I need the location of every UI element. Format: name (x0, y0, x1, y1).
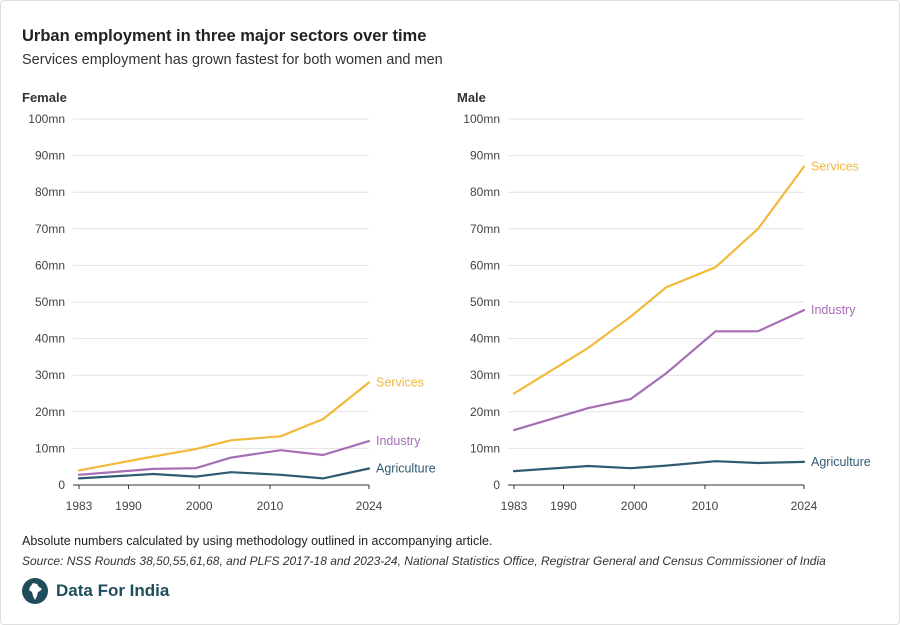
y-tick-label: 10mn (35, 441, 65, 455)
methodology-note: Absolute numbers calculated by using met… (22, 534, 493, 548)
brand-name: Data For India (56, 581, 170, 600)
x-tick-label: 2024 (356, 499, 383, 513)
y-tick-label: 70mn (35, 222, 65, 236)
x-tick-label: 2000 (186, 499, 213, 513)
series-line-services (77, 381, 371, 472)
y-tick-label: 10mn (470, 441, 500, 455)
y-tick-label: 20mn (35, 405, 65, 419)
series-label-agriculture: Agriculture (376, 462, 436, 476)
y-tick-label: 40mn (35, 332, 65, 346)
y-tick-label: 100mn (28, 112, 65, 126)
y-tick-label: 80mn (35, 185, 65, 199)
series-line-industry (512, 309, 806, 432)
y-tick-label: 90mn (35, 149, 65, 163)
panel-title: Female (22, 90, 67, 105)
y-tick-label: 80mn (470, 185, 500, 199)
india-map-icon (22, 578, 48, 604)
brand[interactable]: Data For India (22, 578, 169, 604)
x-tick-label: 1983 (66, 499, 93, 513)
x-tick-label: 1990 (115, 499, 142, 513)
y-tick-label: 90mn (470, 149, 500, 163)
series-line-agriculture (512, 460, 806, 473)
chart-subtitle: Services employment has grown fastest fo… (22, 52, 443, 68)
series-label-services: Services (811, 160, 859, 174)
x-tick-label: 1983 (501, 499, 528, 513)
y-tick-label: 40mn (470, 332, 500, 346)
source-note: Source: NSS Rounds 38,50,55,61,68, and P… (22, 554, 826, 568)
y-tick-label: 50mn (35, 295, 65, 309)
panel-title: Male (457, 90, 486, 105)
series-line-agriculture (77, 467, 371, 480)
y-tick-label: 30mn (35, 368, 65, 382)
x-tick-label: 2000 (621, 499, 648, 513)
series-label-industry: Industry (376, 434, 421, 448)
series-label-agriculture: Agriculture (811, 455, 871, 469)
chart-title: Urban employment in three major sectors … (22, 27, 427, 45)
y-tick-label: 100mn (463, 112, 500, 126)
series-line-industry (77, 440, 371, 476)
y-tick-label: 70mn (470, 222, 500, 236)
y-tick-label: 20mn (470, 405, 500, 419)
x-tick-label: 2010 (257, 499, 284, 513)
series-label-industry: Industry (811, 303, 856, 317)
y-tick-label: 60mn (35, 258, 65, 272)
y-tick-label: 30mn (470, 368, 500, 382)
y-tick-label: 60mn (470, 258, 500, 272)
x-tick-label: 1990 (550, 499, 577, 513)
chart-area: Female 0 10mn 20mn 30mn 40mn 50mn 60mn 70mn 80mn 9… (22, 90, 871, 513)
y-tick-label: 0 (493, 478, 500, 492)
y-tick-label: 50mn (470, 295, 500, 309)
series-line-services (512, 165, 806, 395)
x-tick-label: 2024 (791, 499, 818, 513)
y-tick-label: 0 (58, 478, 65, 492)
x-tick-label: 2010 (692, 499, 719, 513)
series-label-services: Services (376, 376, 424, 390)
